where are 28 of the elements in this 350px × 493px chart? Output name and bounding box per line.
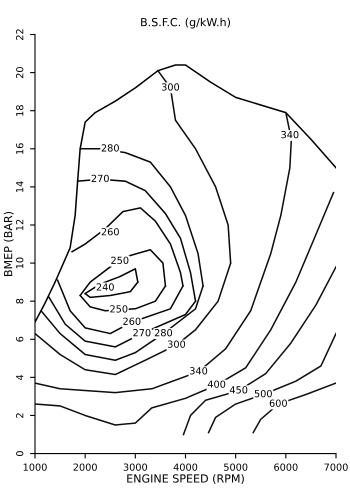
y-tick-label: 18 [16, 105, 24, 116]
x-tick-label: 3000 [124, 463, 148, 471]
y-tick-label: 14 [16, 181, 24, 192]
y-tick-label: 16 [16, 143, 24, 154]
annotation: 340 [281, 130, 298, 138]
x-tick-label: 2000 [74, 463, 97, 471]
y-tick-label: 22 [16, 29, 24, 40]
y-tick-label: 8 [16, 298, 24, 304]
x-tick-label: 5000 [224, 463, 248, 471]
annotation: 280 [102, 144, 119, 152]
chart-title: B.S.F.C. (g/kW.h) [141, 18, 230, 28]
x-tick-label: 1000 [24, 463, 47, 471]
x-tick-label: 7000 [324, 463, 348, 471]
y-tick-label: 10 [16, 258, 24, 268]
y-tick-label: 6 [16, 336, 24, 342]
y-tick-label: 2 [16, 413, 24, 418]
y-tick-label: 20 [16, 67, 24, 78]
x-axis-title: ENGINE SPEED (RPM) [127, 474, 244, 484]
annotation: 260 [102, 228, 119, 236]
x-tick-label: 6000 [274, 463, 298, 471]
y-tick-label: 12 [16, 220, 24, 230]
x-tick-label: 4000 [174, 463, 198, 471]
annotation: 250 [110, 305, 128, 313]
y-tick-label: 4 [16, 374, 24, 380]
annotation: 240 [96, 283, 114, 291]
y-tick-label: 0 [16, 451, 24, 456]
y-axis-title: BMEP (BAR) [4, 212, 14, 276]
annotation: 250 [111, 256, 128, 264]
